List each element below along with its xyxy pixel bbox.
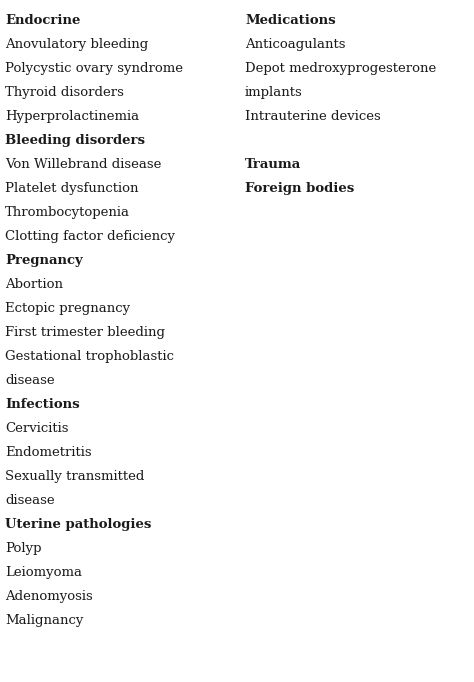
Text: Medications: Medications [245,14,336,27]
Text: Infections: Infections [5,398,80,411]
Text: Uterine pathologies: Uterine pathologies [5,518,151,531]
Text: Trauma: Trauma [245,158,301,171]
Text: Foreign bodies: Foreign bodies [245,182,354,195]
Text: Cervicitis: Cervicitis [5,422,69,435]
Text: Malignancy: Malignancy [5,614,83,627]
Text: Anticoagulants: Anticoagulants [245,38,346,51]
Text: Pregnancy: Pregnancy [5,254,83,267]
Text: Platelet dysfunction: Platelet dysfunction [5,182,138,195]
Text: disease: disease [5,374,55,387]
Text: Endometritis: Endometritis [5,446,91,459]
Text: Polyp: Polyp [5,542,42,555]
Text: Bleeding disorders: Bleeding disorders [5,134,145,147]
Text: Adenomyosis: Adenomyosis [5,590,93,603]
Text: Sexually transmitted: Sexually transmitted [5,470,145,483]
Text: Von Willebrand disease: Von Willebrand disease [5,158,161,171]
Text: Thyroid disorders: Thyroid disorders [5,86,124,99]
Text: Anovulatory bleeding: Anovulatory bleeding [5,38,148,51]
Text: Hyperprolactinemia: Hyperprolactinemia [5,110,139,123]
Text: Depot medroxyprogesterone: Depot medroxyprogesterone [245,62,436,75]
Text: disease: disease [5,494,55,507]
Text: Endocrine: Endocrine [5,14,81,27]
Text: Ectopic pregnancy: Ectopic pregnancy [5,302,130,315]
Text: Intrauterine devices: Intrauterine devices [245,110,381,123]
Text: Abortion: Abortion [5,278,63,291]
Text: Thrombocytopenia: Thrombocytopenia [5,206,130,219]
Text: Polycystic ovary syndrome: Polycystic ovary syndrome [5,62,183,75]
Text: implants: implants [245,86,303,99]
Text: First trimester bleeding: First trimester bleeding [5,326,165,339]
Text: Gestational trophoblastic: Gestational trophoblastic [5,350,174,363]
Text: Clotting factor deficiency: Clotting factor deficiency [5,230,175,243]
Text: Leiomyoma: Leiomyoma [5,566,82,579]
